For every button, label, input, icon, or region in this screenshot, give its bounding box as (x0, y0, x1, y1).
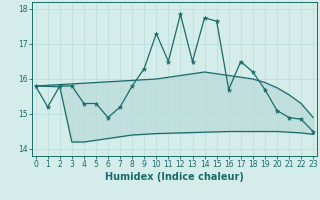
X-axis label: Humidex (Indice chaleur): Humidex (Indice chaleur) (105, 172, 244, 182)
